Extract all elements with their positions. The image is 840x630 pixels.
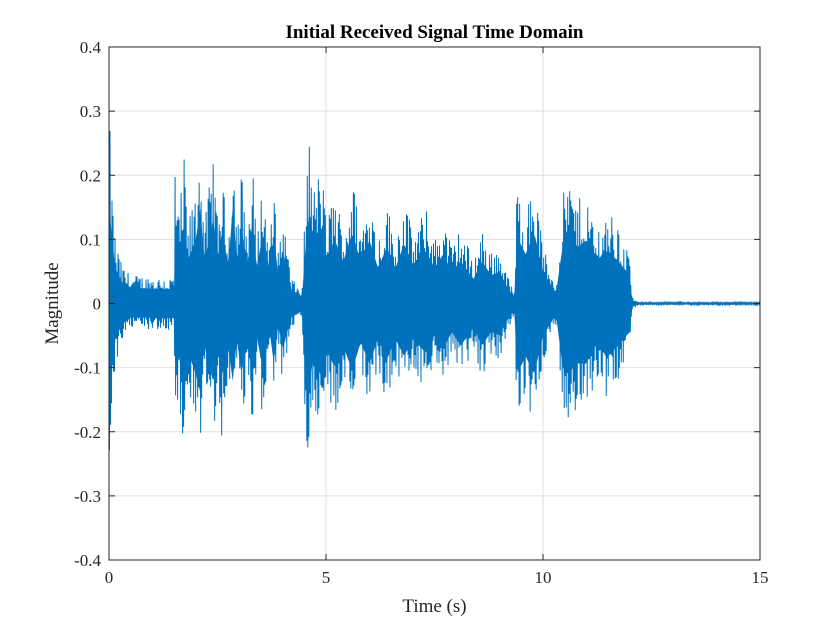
y-tick-label: 0.2 [80,166,101,185]
y-tick-label: -0.2 [74,423,101,442]
ticks: 0 5 10 15 -0.4 -0.3 -0.2 -0.1 0 0.1 0.2 0.3 0.4 [74,38,768,587]
x-tick-label: 15 [752,568,769,587]
chart-title: Initial Received Signal Time Domain [285,22,583,43]
y-tick-label: -0.4 [74,551,101,570]
x-tick-label: 0 [105,568,114,587]
signal-core-band [109,187,760,420]
y-axis-label: Magnitude [42,262,63,344]
x-tick-label: 10 [535,568,552,587]
x-axis-label: Time (s) [402,596,466,617]
y-tick-label: 0.4 [80,38,102,57]
y-tick-label: 0.1 [80,230,101,249]
y-tick-label: -0.3 [74,487,101,506]
y-tick-label: 0.3 [80,102,101,121]
y-tick-label: 0 [93,295,102,314]
y-tick-label: -0.1 [74,359,101,378]
signal-series [108,130,761,450]
x-tick-label: 5 [322,568,331,587]
